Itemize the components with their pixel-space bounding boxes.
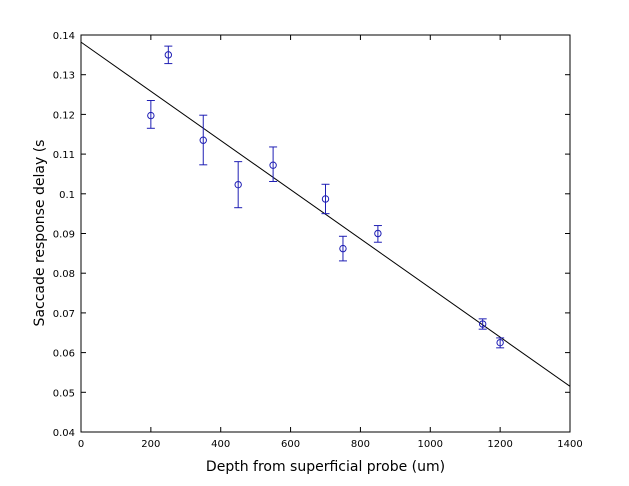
point-marker	[199, 136, 207, 144]
x-tick-label: 600	[281, 439, 300, 450]
point-marker	[374, 229, 382, 238]
data-point	[321, 183, 330, 215]
x-tick-label: 1400	[557, 439, 582, 450]
y-tick-label: 0.12	[53, 110, 75, 121]
point-marker	[147, 111, 155, 120]
point-marker	[164, 51, 173, 59]
y-tick-label: 0.14	[53, 31, 75, 42]
data-point	[164, 45, 173, 65]
point-marker	[321, 195, 330, 203]
data-points-group	[146, 45, 505, 349]
x-tick-label: 1000	[418, 439, 443, 450]
data-point	[269, 146, 278, 182]
y-tick-label: 0.04	[53, 428, 75, 439]
y-tick-label: 0.08	[53, 269, 75, 280]
data-point	[496, 337, 505, 349]
x-tick-label: 400	[211, 439, 230, 450]
y-tick-label: 0.07	[53, 309, 75, 320]
point-marker	[269, 161, 277, 169]
y-tick-label: 0.09	[53, 230, 75, 241]
y-tick-label: 0.05	[53, 388, 75, 399]
data-point	[338, 235, 347, 262]
regression-line-group	[80, 41, 571, 387]
x-tick-label: 0	[78, 439, 84, 450]
data-point	[199, 114, 208, 166]
data-point	[373, 225, 382, 243]
point-marker	[339, 244, 347, 253]
x-tick-label: 800	[351, 439, 370, 450]
y-tick-label: 0.13	[53, 71, 75, 82]
plot-area	[80, 34, 571, 433]
y-tick-label: 0.11	[53, 150, 75, 161]
x-axis-label: Depth from superficial probe (um)	[206, 459, 445, 475]
x-tick-label: 200	[141, 439, 160, 450]
y-axis-label: Saccade response delay (s	[32, 140, 48, 327]
data-point	[146, 100, 155, 129]
data-point	[234, 161, 243, 209]
x-tick-label: 1200	[487, 439, 512, 450]
axis-ticks: 0 200 400 600 800 1000 1200 1400 0.04 0.05 0.06 0.0…	[53, 31, 583, 450]
point-marker	[234, 180, 242, 189]
point-marker	[478, 320, 487, 328]
y-tick-label: 0.1	[59, 190, 75, 201]
regression-line	[80, 41, 571, 387]
y-tick-label: 0.06	[53, 349, 75, 360]
point-marker	[496, 338, 504, 347]
data-point	[478, 318, 487, 330]
